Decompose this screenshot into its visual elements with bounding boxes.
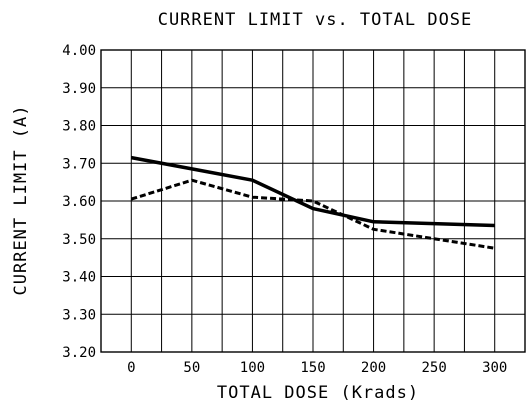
- x-tick-label: 50: [183, 360, 200, 376]
- y-axis-label: CURRENT LIMIT (A): [11, 105, 31, 296]
- x-tick-labels: 0 50 100 150 200 250 300: [127, 360, 507, 376]
- y-tick-label: 3.60: [62, 194, 96, 210]
- y-tick-label: 4.00: [62, 43, 96, 59]
- x-axis-label: TOTAL DOSE (Krads): [217, 383, 419, 403]
- dashed-series-line: [130, 178, 495, 250]
- x-tick-label: 200: [361, 360, 386, 376]
- series-lines: [130, 155, 495, 250]
- x-tick-label: 150: [300, 360, 325, 376]
- horizontal-gridlines: [101, 87, 525, 315]
- y-tick-label: 3.20: [62, 345, 96, 361]
- x-tick-label: 300: [482, 360, 507, 376]
- x-tick-label: 0: [127, 360, 135, 376]
- plot-frame: [100, 49, 526, 353]
- solid-series-line: [130, 155, 495, 228]
- y-tick-label: 3.30: [62, 307, 96, 323]
- y-tick-label: 3.80: [62, 119, 96, 135]
- x-tick-label: 250: [421, 360, 446, 376]
- y-tick-label: 3.90: [62, 81, 96, 97]
- y-tick-label: 3.40: [62, 270, 96, 286]
- chart-title: CURRENT LIMIT vs. TOTAL DOSE: [158, 10, 473, 30]
- x-tick-label: 100: [240, 360, 265, 376]
- y-tick-label: 3.70: [62, 156, 96, 172]
- y-tick-label: 3.50: [62, 232, 96, 248]
- y-tick-labels: 3.20 3.30 3.40 3.50 3.60 3.70 3.80 3.90 4.00: [62, 43, 96, 361]
